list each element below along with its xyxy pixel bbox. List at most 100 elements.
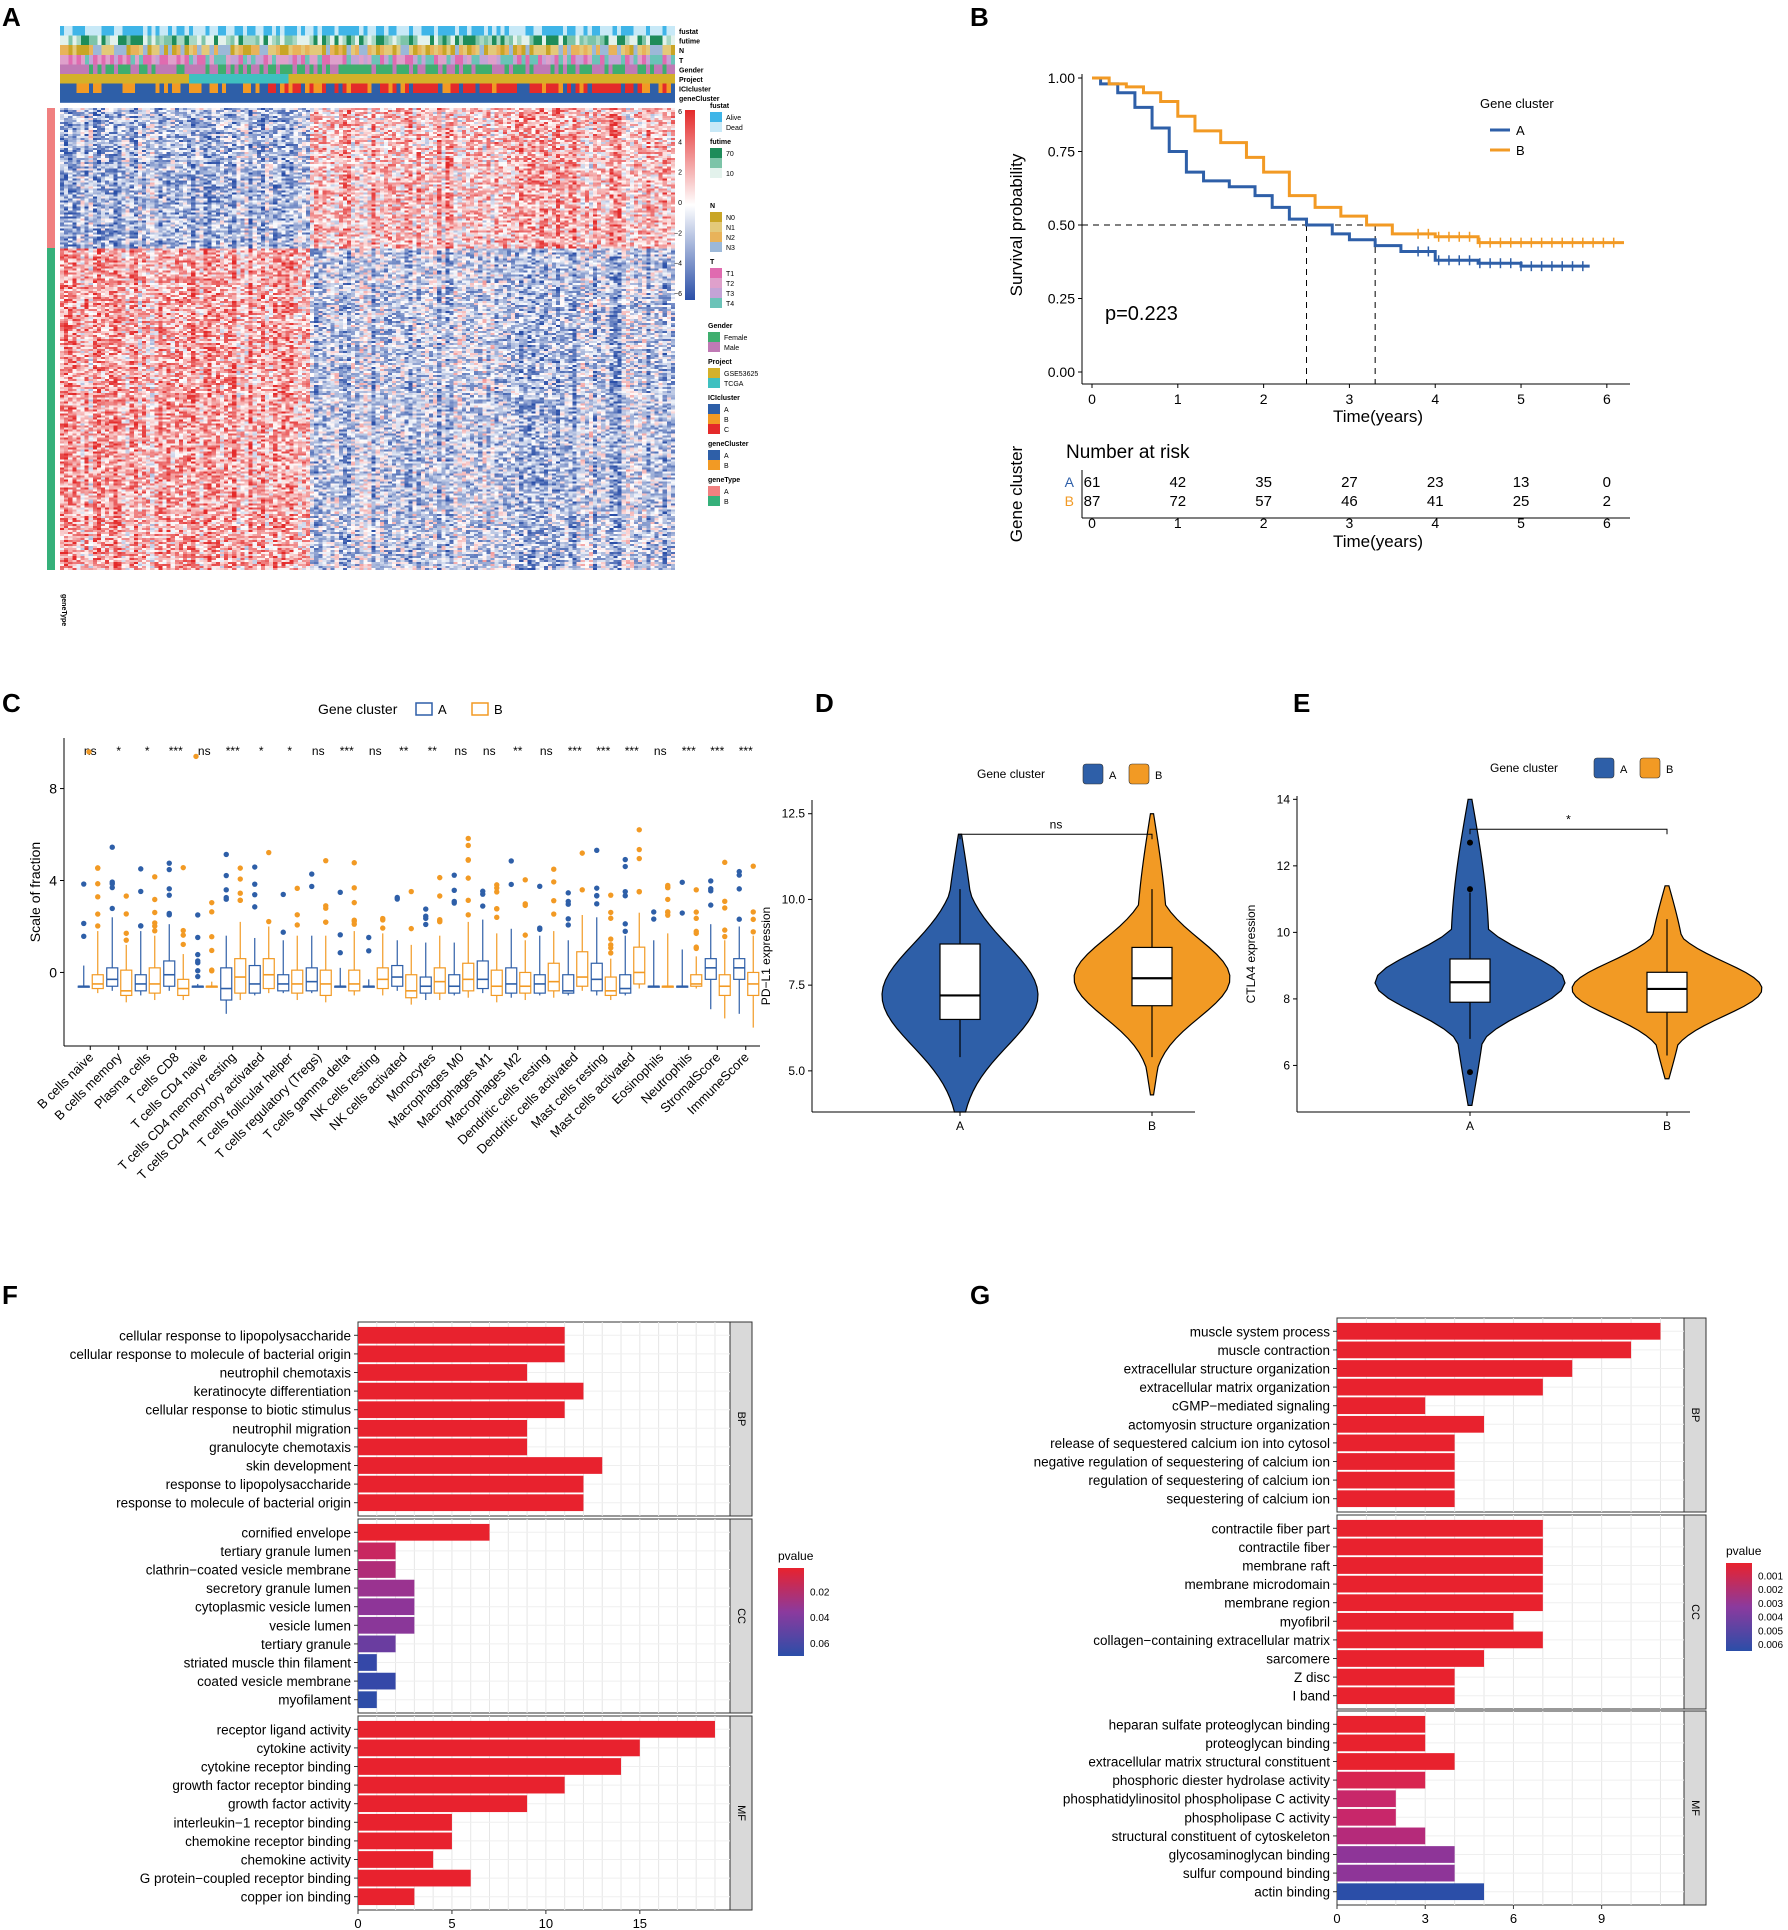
box-outlier xyxy=(86,749,92,755)
box-outlier xyxy=(750,929,756,935)
pvalue-legend-tick: 0.003 xyxy=(1758,1599,1783,1610)
legend-item-label: Dead xyxy=(726,125,743,132)
legend-swatch xyxy=(708,342,720,352)
violin-box xyxy=(1449,958,1491,1003)
box-outlier xyxy=(195,951,201,958)
gobar-facet-panel xyxy=(357,1518,731,1714)
panel-letter-e: E xyxy=(1293,688,1311,718)
box-outlier xyxy=(665,884,671,891)
box-outlier xyxy=(722,927,728,933)
risk-table-title: Number at risk xyxy=(1066,442,1190,463)
box-outlier xyxy=(209,968,215,974)
box-significance: *** xyxy=(739,744,753,758)
legend-title: fustat xyxy=(710,103,730,110)
gobar-bar xyxy=(358,1851,434,1868)
box-outlier xyxy=(294,912,300,918)
colorbar-tick-label: 2 xyxy=(678,170,682,177)
gobar-bar xyxy=(1337,1434,1455,1452)
box-body xyxy=(604,976,617,997)
risk-cell: 87 xyxy=(1084,493,1101,510)
km-x-axis-title: Time(years) xyxy=(1333,407,1423,426)
box-outlier xyxy=(252,881,258,887)
box-ytick-label: 0 xyxy=(49,964,57,980)
violin-outlier xyxy=(1467,886,1473,893)
box-legend-title: Gene cluster xyxy=(318,701,398,717)
box-outlier xyxy=(480,903,486,909)
box-outlier xyxy=(465,897,471,904)
gobar-term-label: membrane region xyxy=(1224,1596,1330,1611)
box-outlier xyxy=(351,899,357,906)
box-outlier xyxy=(166,860,172,866)
box-outlier xyxy=(736,916,742,922)
violin-panel-D: 5.0 7.5 10.0 12.5 PD−L1 expression Gene clust… xyxy=(759,763,1231,1133)
gobar-term-label: myofilament xyxy=(278,1693,351,1708)
box-body xyxy=(277,974,290,992)
box-outlier xyxy=(209,899,215,906)
gobar-bar xyxy=(1337,1808,1396,1826)
legend-item-label: 10 xyxy=(726,171,734,178)
box-body xyxy=(547,962,560,992)
heatmap-matrix xyxy=(60,108,675,570)
box-significance: *** xyxy=(596,744,610,758)
legend-item-label: Female xyxy=(724,335,747,342)
gobar-bar xyxy=(358,1475,584,1493)
annotation-label: futime xyxy=(679,39,700,46)
gobar-term-label: secretory granule lumen xyxy=(206,1581,351,1596)
violin-sig-bracket xyxy=(1469,828,1668,835)
legend-swatch xyxy=(710,242,722,252)
box-body xyxy=(120,969,133,997)
legend-swatch xyxy=(710,168,722,178)
legend-item-label: A xyxy=(724,453,729,460)
gobar-term-label: Z disc xyxy=(1294,1670,1330,1685)
km-xtick-label: 4 xyxy=(1431,391,1439,407)
box-significance: ns xyxy=(198,744,211,758)
gobar-bar xyxy=(1337,1519,1543,1537)
box-significance: *** xyxy=(226,744,240,758)
box-outlier xyxy=(565,922,571,928)
gobar-facet-strip xyxy=(729,1518,753,1714)
gobar-term-label: negative regulation of sequestering of c… xyxy=(1034,1455,1330,1470)
pvalue-colorbar xyxy=(1726,1563,1752,1651)
box-body xyxy=(163,960,176,987)
box-outlier xyxy=(351,885,357,891)
gobar-term-label: extracellular matrix structural constitu… xyxy=(1088,1755,1330,1770)
box-outlier xyxy=(166,910,172,917)
box-legend-label: A xyxy=(438,702,447,717)
box-significance: ** xyxy=(513,744,523,758)
gobar-panel-F: BP cellular response to lipopolysaccharid… xyxy=(70,1321,830,1930)
risk-cell: 27 xyxy=(1341,474,1358,491)
km-xtick-label: 0 xyxy=(1088,391,1096,407)
risk-cell: 2 xyxy=(1603,493,1611,510)
gobar-term-label: chemokine activity xyxy=(241,1853,352,1868)
box-outlier xyxy=(494,889,500,895)
legend-title: futime xyxy=(710,139,731,146)
box-outlier xyxy=(423,906,429,912)
box-body xyxy=(619,974,632,994)
km-pvalue: p=0.223 xyxy=(1105,303,1178,325)
annotation-label: fustat xyxy=(679,29,699,36)
gobar-bar xyxy=(358,1542,396,1560)
box-outlier xyxy=(693,909,699,915)
gobar-bar xyxy=(1337,1883,1485,1901)
box-outlier xyxy=(152,928,158,934)
box-outlier xyxy=(408,925,414,932)
box-body xyxy=(505,967,518,994)
legend-item-label: A xyxy=(724,489,729,496)
box-significance: ns xyxy=(312,744,325,758)
gobar-term-label: regulation of sequestering of calcium io… xyxy=(1088,1473,1330,1488)
violin-ytick-label: 14 xyxy=(1277,792,1291,806)
box-outlier xyxy=(693,945,699,952)
risk-cell: 41 xyxy=(1427,493,1444,510)
box-outlier xyxy=(665,896,671,903)
violin-category-label: A xyxy=(1466,1119,1474,1133)
legend-swatch xyxy=(710,158,722,168)
gobar-bar xyxy=(358,1598,415,1616)
box-outlier xyxy=(565,890,571,896)
box-legend-label: B xyxy=(494,702,503,717)
box-outlier xyxy=(294,922,300,928)
box-outlier xyxy=(651,916,657,922)
gobar-term-label: contractile fiber part xyxy=(1211,1521,1330,1536)
box-outlier xyxy=(252,891,258,898)
box-outlier xyxy=(380,915,386,922)
